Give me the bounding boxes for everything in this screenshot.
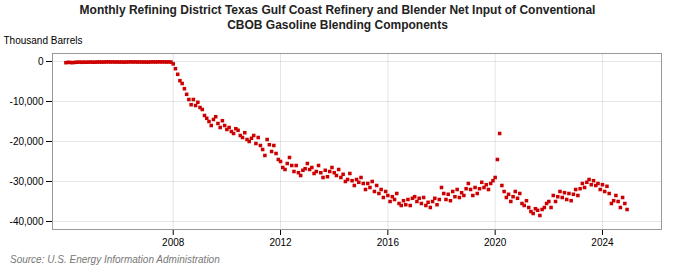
html-text:Monthly Refining District Texa: Monthly Refining District Texas Gulf Coa…	[79, 3, 596, 32]
html-text:Source: U.S. Energy Informatio: Source: U.S. Energy Information Administ…	[10, 254, 220, 265]
svg-text:2020: 2020	[484, 237, 507, 248]
svg-text:-30,000: -30,000	[10, 176, 44, 187]
svg-text:2024: 2024	[591, 237, 614, 248]
svg-text:Thousand Barrels: Thousand Barrels	[4, 35, 83, 46]
svg-text:2008: 2008	[162, 237, 185, 248]
svg-text:-10,000: -10,000	[10, 96, 44, 107]
svg-text:2012: 2012	[269, 237, 292, 248]
svg-text:-20,000: -20,000	[10, 136, 44, 147]
svg-text:-40,000: -40,000	[10, 216, 44, 227]
svg-text:0: 0	[38, 56, 44, 67]
svg-text:2016: 2016	[377, 237, 400, 248]
